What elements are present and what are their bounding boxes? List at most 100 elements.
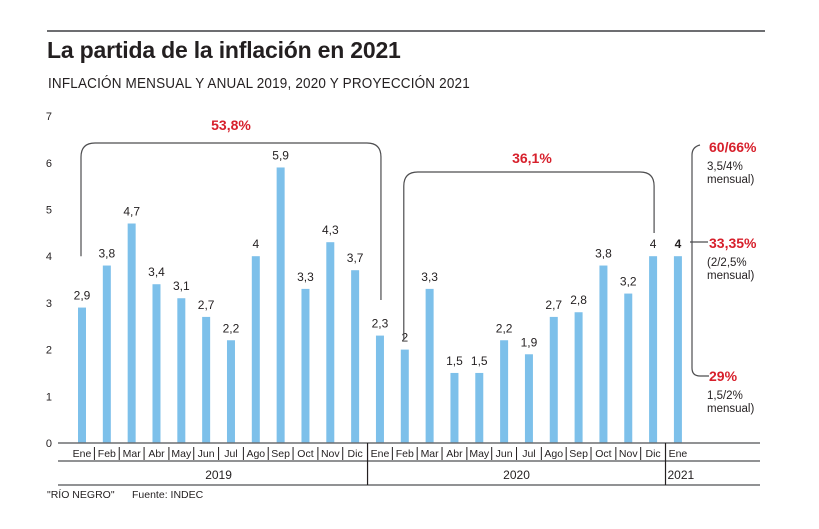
bar-value-label: 2 bbox=[401, 331, 408, 345]
x-tick-label: Jul bbox=[224, 448, 237, 460]
bar-feb-13 bbox=[400, 349, 409, 443]
bar-value-label: 4,7 bbox=[123, 205, 140, 219]
bar-value-label: 3,2 bbox=[620, 275, 637, 289]
projection-annual-label: 33,35% bbox=[709, 235, 757, 251]
projection-monthly-label: 1,5/2% bbox=[707, 390, 743, 402]
x-tick-label: Jun bbox=[198, 448, 215, 460]
bar-oct-21 bbox=[599, 265, 608, 443]
bar-jun-17 bbox=[500, 340, 509, 443]
x-tick-label: Ene bbox=[73, 448, 92, 460]
x-tick-label: Feb bbox=[98, 448, 116, 460]
year-label-2019: 2019 bbox=[205, 468, 232, 482]
bar-sep-8 bbox=[276, 167, 285, 443]
bar-value-label: 4 bbox=[650, 237, 657, 251]
projection-monthly-suffix: mensual) bbox=[707, 270, 754, 282]
chart-title: La partida de la inflación en 2021 bbox=[47, 37, 401, 63]
footer-source: Fuente: INDEC bbox=[132, 489, 204, 501]
year-label-2020: 2020 bbox=[503, 468, 530, 482]
x-tick-label: Ago bbox=[544, 448, 563, 460]
annual-bracket bbox=[403, 171, 655, 340]
y-tick-label: 5 bbox=[46, 205, 52, 217]
bar-jul-18 bbox=[524, 354, 533, 443]
x-tick-label: Oct bbox=[595, 448, 611, 460]
bar-may-16 bbox=[475, 372, 484, 443]
top-rule bbox=[47, 30, 765, 32]
x-tick-label: Abr bbox=[446, 448, 463, 460]
bar-value-label: 4 bbox=[252, 237, 259, 251]
x-tick-label: Sep bbox=[271, 448, 290, 460]
x-tick-label: Jul bbox=[522, 448, 535, 460]
bar-jul-6 bbox=[226, 340, 235, 443]
bar-value-label: 2,2 bbox=[496, 321, 513, 335]
bar-value-label: 1,5 bbox=[471, 354, 488, 368]
y-tick-label: 3 bbox=[46, 298, 52, 310]
annual-inflation-label: 36,1% bbox=[512, 150, 552, 166]
x-tick-label: Mar bbox=[123, 448, 142, 460]
bar-ene-0 bbox=[78, 307, 86, 443]
projection-annual-label: 60/66% bbox=[709, 139, 757, 155]
y-tick-label: 7 bbox=[46, 111, 52, 123]
x-tick-label: Feb bbox=[396, 448, 414, 460]
bar-may-4 bbox=[177, 298, 186, 443]
bar-value-label: 1,9 bbox=[521, 335, 538, 349]
bar-value-label: 2,3 bbox=[372, 317, 389, 331]
x-tick-label: Ago bbox=[246, 448, 265, 460]
bar-ene-12 bbox=[375, 335, 384, 443]
bar-value-label: 3,3 bbox=[297, 270, 314, 284]
bar-value-label: 2,8 bbox=[570, 293, 587, 307]
bar-ago-19 bbox=[549, 316, 558, 443]
projection-monthly-suffix: mensual) bbox=[707, 403, 754, 415]
bar-value-label: 3,8 bbox=[98, 247, 115, 261]
x-tick-label: Sep bbox=[569, 448, 588, 460]
x-tick-label: Nov bbox=[619, 448, 638, 460]
y-tick-label: 6 bbox=[46, 158, 52, 170]
bar-nov-22 bbox=[624, 293, 633, 443]
bar-value-label: 3,4 bbox=[148, 265, 165, 279]
y-tick-label: 1 bbox=[46, 391, 52, 403]
annual-bracket bbox=[80, 142, 382, 300]
bar-mar-2 bbox=[127, 223, 136, 443]
bar-sep-20 bbox=[574, 312, 583, 443]
projection-monthly-suffix: mensual) bbox=[707, 174, 754, 186]
bar-value-label: 2,9 bbox=[74, 289, 91, 303]
x-tick-label: May bbox=[171, 448, 192, 460]
bar-mar-14 bbox=[425, 288, 434, 443]
y-tick-label: 4 bbox=[46, 251, 52, 263]
x-tick-label: Mar bbox=[421, 448, 440, 460]
projection-monthly-label: (2/2,5% bbox=[707, 257, 747, 269]
y-tick-label: 0 bbox=[46, 438, 52, 450]
bar-value-label: 4,3 bbox=[322, 223, 339, 237]
bar-abr-3 bbox=[152, 284, 161, 443]
projection-bracket bbox=[691, 144, 709, 377]
bar-jun-5 bbox=[202, 316, 211, 443]
bar-value-label: 3,3 bbox=[421, 270, 438, 284]
bar-ene-24 bbox=[673, 256, 682, 443]
bar-value-label: 3,1 bbox=[173, 279, 190, 293]
bar-value-label: 3,7 bbox=[347, 251, 364, 265]
x-tick-label: Jun bbox=[496, 448, 513, 460]
year-label-2021: 2021 bbox=[668, 468, 695, 482]
bar-ago-7 bbox=[251, 256, 260, 443]
bar-value-label: 4 bbox=[675, 237, 682, 251]
bar-value-label: 3,8 bbox=[595, 247, 612, 261]
bar-oct-9 bbox=[301, 288, 310, 443]
projection-monthly-label: 3,5/4% bbox=[707, 161, 743, 173]
bar-value-label: 2,7 bbox=[545, 298, 562, 312]
x-tick-label: May bbox=[469, 448, 490, 460]
y-tick-label: 2 bbox=[46, 345, 52, 357]
bar-value-label: 5,9 bbox=[272, 148, 289, 162]
x-tick-label: Nov bbox=[321, 448, 340, 460]
footer-credit: "RÍO NEGRO" bbox=[47, 489, 115, 501]
x-tick-label: Dic bbox=[348, 448, 363, 460]
bar-value-label: 1,5 bbox=[446, 354, 463, 368]
chart-subtitle: INFLACIÓN MENSUAL Y ANUAL 2019, 2020 Y P… bbox=[48, 75, 470, 92]
bar-dic-23 bbox=[649, 256, 658, 443]
x-tick-label: Ene bbox=[371, 448, 390, 460]
x-tick-label: Ene bbox=[669, 448, 688, 460]
bar-value-label: 2,7 bbox=[198, 298, 215, 312]
x-tick-label: Abr bbox=[148, 448, 165, 460]
x-tick-label: Oct bbox=[297, 448, 313, 460]
annual-inflation-label: 53,8% bbox=[211, 117, 251, 133]
bar-value-label: 2,2 bbox=[223, 321, 240, 335]
